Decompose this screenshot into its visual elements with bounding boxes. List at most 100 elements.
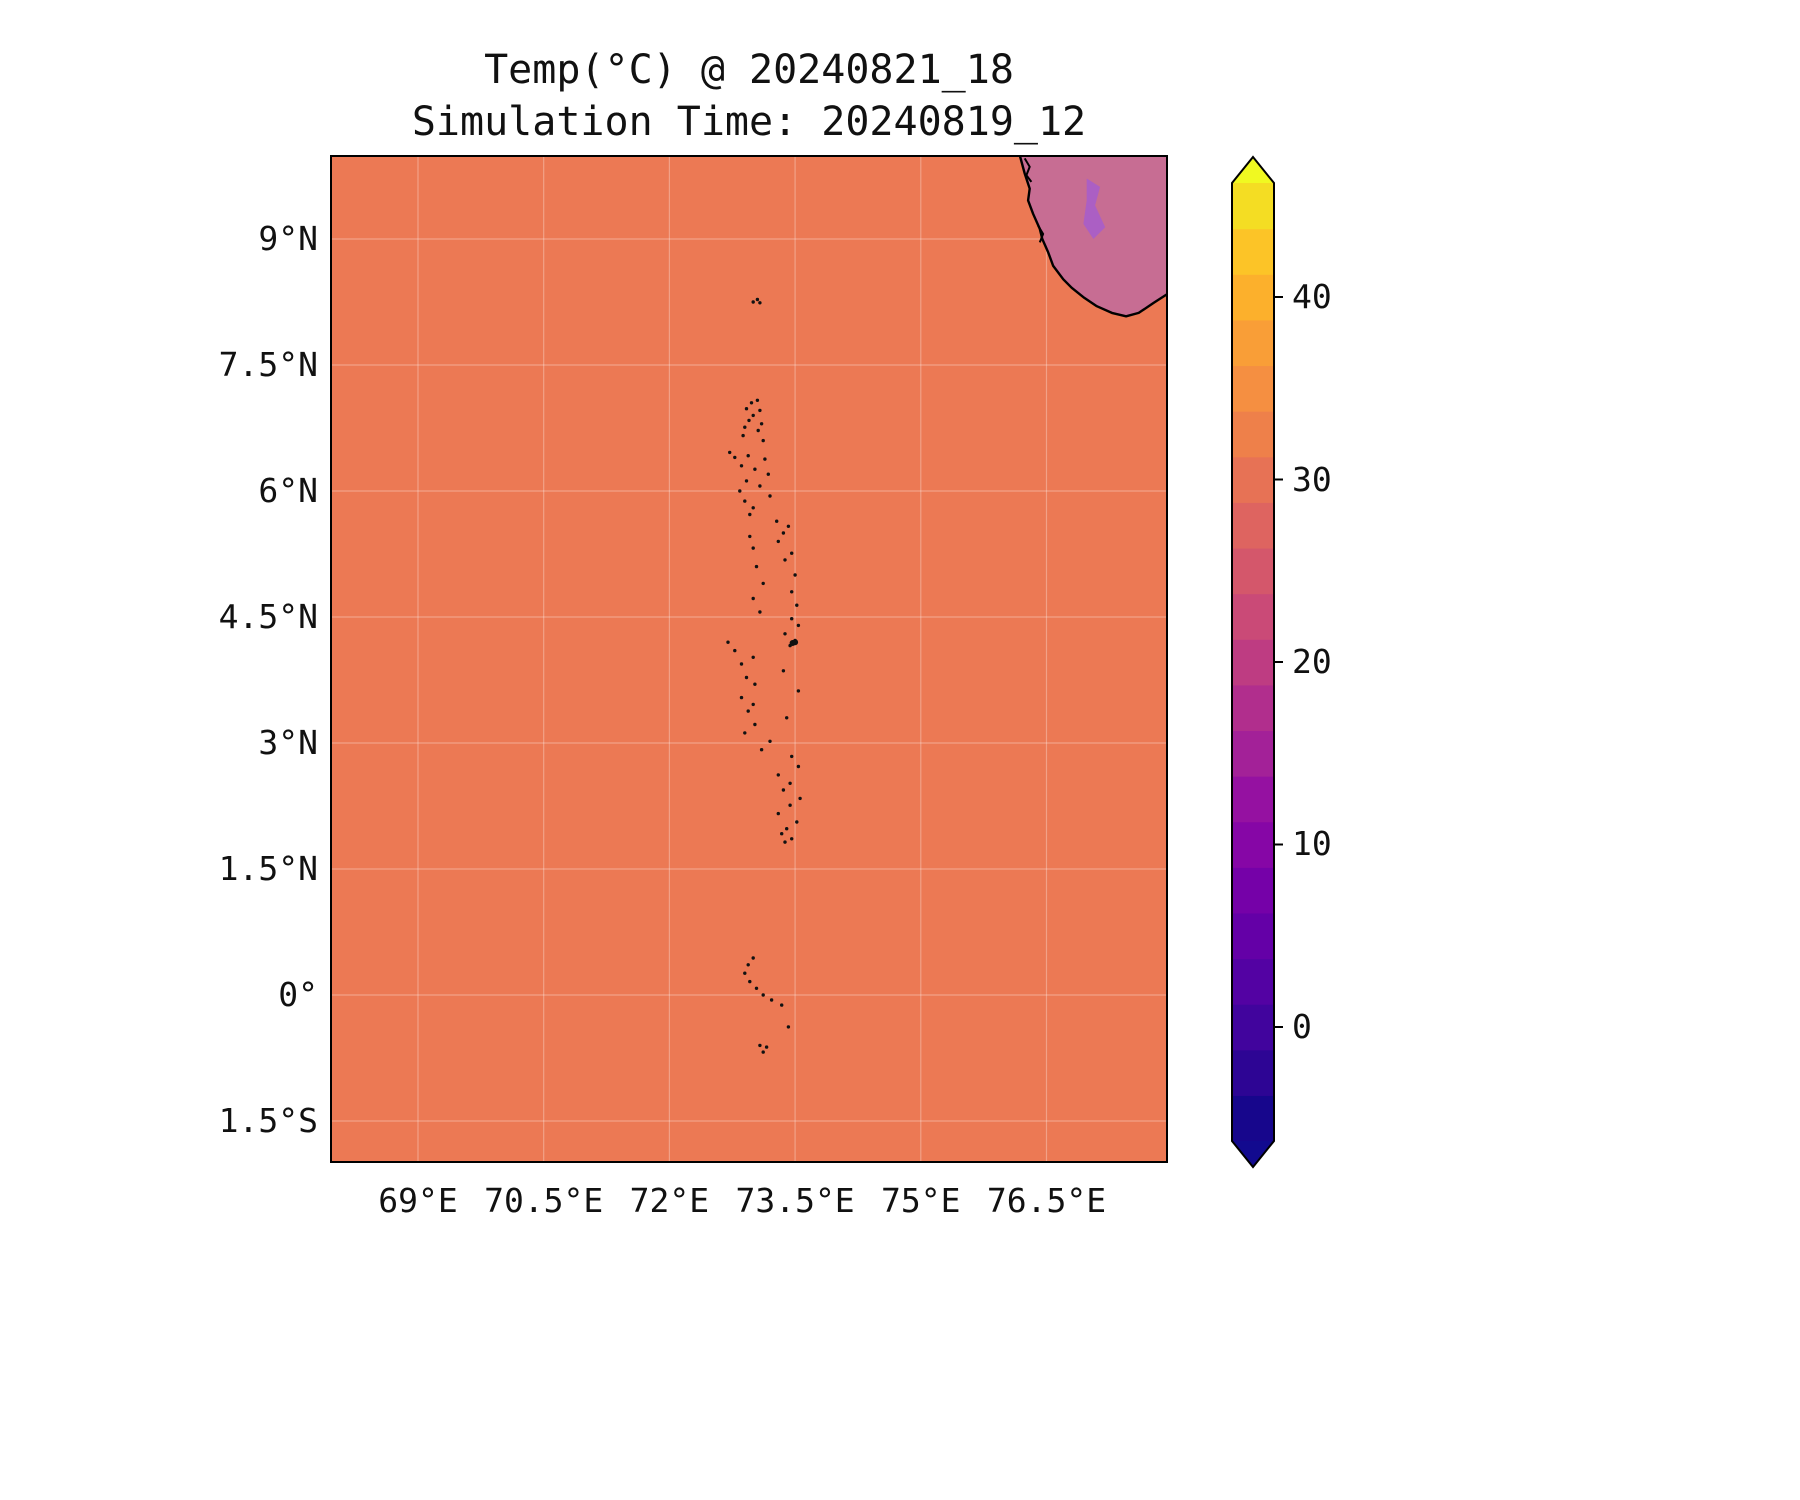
island-dot-large [792,639,799,646]
colorbar-band [1232,1049,1274,1096]
island-dot [748,979,752,984]
island-dot [795,603,799,607]
island-dot [795,820,799,824]
island-dot [746,963,750,967]
island-dot [780,1003,784,1007]
highland-patch [1083,178,1106,239]
island-dot [751,506,755,510]
island-dot [769,998,774,1002]
island-dot [747,418,751,423]
y-tick-label: 7.5°N [218,345,318,384]
island-dot [798,796,802,801]
island-dot [763,457,767,461]
colorbar-tick-label: 20 [1292,642,1332,681]
island-dot [758,408,762,413]
y-tick-label: 9°N [258,219,318,258]
island-dot [790,837,794,841]
island-dot [796,764,801,769]
x-tick-label: 69°E [378,1181,458,1220]
colorbar-band [1232,547,1274,595]
island-dot [751,956,755,960]
island-dot [761,438,765,443]
x-tick-label: 75°E [881,1181,961,1220]
island-dot [786,1025,791,1029]
colorbar-band [1232,958,1274,1005]
colorbar-tick-label: 40 [1292,277,1332,317]
island-dot [759,422,764,426]
island-dot [748,512,752,517]
coast-detail [1037,225,1045,243]
island-dot [739,464,744,468]
island-dot [758,484,762,488]
island-dot [758,301,762,305]
island-dot [788,781,792,785]
colorbar-band [1232,639,1274,686]
colorbar-band [1232,1004,1274,1051]
island-dot [744,407,749,411]
x-tick-label: 73.5°E [735,1181,855,1220]
colorbar-band [1232,274,1274,321]
island-dot [755,398,760,402]
chart-title: Temp(°C) @ 20240821_18 [484,47,1014,93]
island-dot [751,655,755,659]
island-dot [751,546,755,550]
colorbar-band [1232,912,1274,960]
island-dot [751,413,755,418]
chart-title-block: Temp(°C) @ 20240821_18 Simulation Time: … [330,44,1168,148]
island-dot [733,648,737,653]
island-dot [741,433,745,438]
colorbar-tick-label: 30 [1292,459,1332,499]
island-dot [739,662,744,666]
island-dot [761,581,765,586]
colorbar-band [1232,319,1274,367]
island-dot [790,590,794,594]
island-dot [781,788,786,792]
island-dot [758,1043,762,1048]
y-tick-label: 1.5°S [218,1101,318,1140]
island-dot [754,986,759,990]
x-tick-label: 76.5°E [986,1181,1107,1220]
island-dot [733,455,737,460]
island-dot [766,472,770,476]
island-dot [790,551,794,555]
island-dot [739,695,744,700]
colorbar-band [1232,730,1274,777]
colorbar-band [1232,183,1274,230]
coastline [1018,155,1168,318]
island-dot [796,623,801,628]
island-dot [743,971,747,975]
coast-detail [1023,157,1033,183]
y-tick-label: 6°N [258,471,318,510]
colorbar [1231,155,1283,1169]
island-dot [761,993,765,997]
island-dot [743,425,747,429]
island-dot [754,564,759,569]
island-dot [783,632,787,636]
island-dot [783,558,787,562]
colorbar-outline [1231,155,1275,1169]
sea-fill [330,155,1168,1163]
colorbar-tick-label: 10 [1292,824,1332,864]
island-dot [758,610,762,614]
colorbar-band [1232,411,1274,458]
island-dot [776,811,780,816]
island-dot [743,499,747,503]
island-dot [780,832,784,836]
island-dot [753,467,757,471]
island-dot [786,524,791,528]
colorbar-band [1232,684,1274,732]
island-dot [764,1045,769,1049]
island-dot [749,401,754,405]
colorbar-band [1232,867,1274,914]
island-dot [726,640,730,644]
island-dot [790,754,794,759]
island-dot [753,722,757,727]
colorbar-band [1232,593,1274,640]
island-dot [728,450,732,455]
colorbar-extend-under [1232,1141,1274,1167]
island-dot [756,428,760,433]
colorbar-band [1232,776,1274,823]
colorbar-extend-over [1232,157,1274,183]
island-dot [783,840,787,844]
